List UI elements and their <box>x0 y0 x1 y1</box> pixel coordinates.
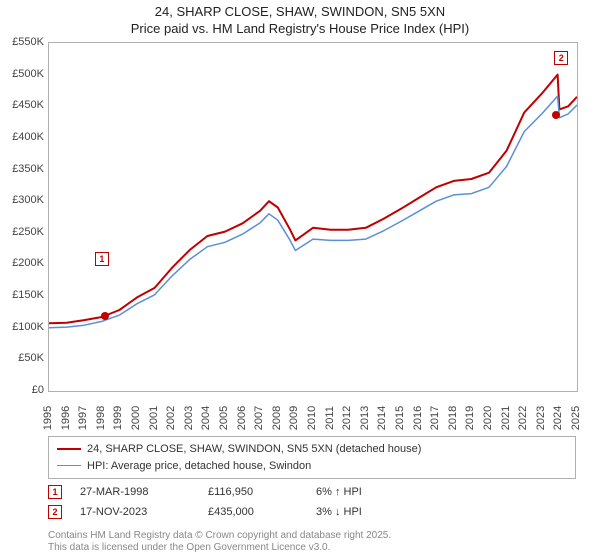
x-tick-label: 2002 <box>165 406 177 430</box>
x-tick-label: 1999 <box>112 406 124 430</box>
series-line <box>49 75 577 324</box>
x-tick-label: 2010 <box>306 406 318 430</box>
x-tick-label: 1996 <box>60 406 72 430</box>
chart-container: 24, SHARP CLOSE, SHAW, SWINDON, SN5 5XN … <box>0 0 600 560</box>
sales-row-date: 27-MAR-1998 <box>80 486 190 498</box>
x-tick-label: 2025 <box>570 406 582 430</box>
x-tick-label: 2018 <box>447 406 459 430</box>
x-tick-label: 2021 <box>500 406 512 430</box>
y-tick-label: £400K <box>4 131 44 143</box>
x-tick-label: 2016 <box>412 406 424 430</box>
x-tick-label: 1998 <box>95 406 107 430</box>
sale-marker-label: 2 <box>554 51 568 65</box>
x-tick-label: 2023 <box>535 406 547 430</box>
plot-area: 12 <box>48 42 576 390</box>
legend-item: HPI: Average price, detached house, Swin… <box>57 458 567 475</box>
x-tick-label: 2011 <box>324 406 336 430</box>
x-tick-label: 2008 <box>271 406 283 430</box>
x-tick-label: 2015 <box>394 406 406 430</box>
x-tick-label: 2024 <box>552 406 564 430</box>
y-tick-label: £150K <box>4 289 44 301</box>
x-tick-label: 2019 <box>464 406 476 430</box>
title-address: 24, SHARP CLOSE, SHAW, SWINDON, SN5 5XN <box>0 4 600 21</box>
footer-line-2: This data is licensed under the Open Gov… <box>48 542 576 554</box>
y-tick-label: £250K <box>4 226 44 238</box>
y-tick-label: £50K <box>4 352 44 364</box>
x-tick-label: 2006 <box>236 406 248 430</box>
x-tick-label: 2005 <box>218 406 230 430</box>
sales-row-price: £116,950 <box>208 486 298 498</box>
x-tick-label: 2003 <box>183 406 195 430</box>
sales-row: 1 27-MAR-1998 £116,950 6% ↑ HPI <box>48 482 576 502</box>
sales-row: 2 17-NOV-2023 £435,000 3% ↓ HPI <box>48 502 576 522</box>
y-tick-label: £300K <box>4 194 44 206</box>
legend-label: HPI: Average price, detached house, Swin… <box>87 458 311 475</box>
line-chart-svg <box>49 43 577 391</box>
sales-row-date: 17-NOV-2023 <box>80 506 190 518</box>
legend-box: 24, SHARP CLOSE, SHAW, SWINDON, SN5 5XN … <box>48 436 576 479</box>
footer-line-1: Contains HM Land Registry data © Crown c… <box>48 530 576 542</box>
title-subtitle: Price paid vs. HM Land Registry's House … <box>0 21 600 38</box>
x-tick-label: 2012 <box>341 406 353 430</box>
sales-table: 1 27-MAR-1998 £116,950 6% ↑ HPI 2 17-NOV-2023… <box>48 482 576 522</box>
y-tick-label: £100K <box>4 321 44 333</box>
x-tick-label: 2014 <box>376 406 388 430</box>
x-tick-label: 1995 <box>42 406 54 430</box>
legend-item: 24, SHARP CLOSE, SHAW, SWINDON, SN5 5XN … <box>57 441 567 458</box>
sales-row-marker: 1 <box>48 485 62 499</box>
title-block: 24, SHARP CLOSE, SHAW, SWINDON, SN5 5XN … <box>0 0 600 38</box>
y-tick-label: £550K <box>4 36 44 48</box>
y-tick-label: £200K <box>4 257 44 269</box>
x-tick-label: 2004 <box>200 406 212 430</box>
sale-marker-dot <box>552 111 560 119</box>
y-tick-label: £500K <box>4 68 44 80</box>
sales-row-marker: 2 <box>48 505 62 519</box>
x-tick-label: 2022 <box>517 406 529 430</box>
x-tick-label: 2020 <box>482 406 494 430</box>
x-tick-label: 2013 <box>359 406 371 430</box>
legend-label: 24, SHARP CLOSE, SHAW, SWINDON, SN5 5XN … <box>87 441 421 458</box>
sales-row-delta: 3% ↓ HPI <box>316 506 406 518</box>
x-tick-label: 2000 <box>130 406 142 430</box>
x-tick-label: 1997 <box>77 406 89 430</box>
y-tick-label: £0 <box>4 384 44 396</box>
legend-swatch <box>57 465 81 466</box>
x-tick-label: 2009 <box>288 406 300 430</box>
attribution-footer: Contains HM Land Registry data © Crown c… <box>48 530 576 554</box>
sale-marker-label: 1 <box>95 252 109 266</box>
x-tick-label: 2017 <box>429 406 441 430</box>
y-tick-label: £350K <box>4 163 44 175</box>
series-line <box>49 96 577 328</box>
sale-marker-dot <box>101 312 109 320</box>
y-tick-label: £450K <box>4 99 44 111</box>
plot-background <box>48 42 578 392</box>
x-tick-label: 2007 <box>253 406 265 430</box>
sales-row-price: £435,000 <box>208 506 298 518</box>
legend-swatch <box>57 448 81 450</box>
sales-row-delta: 6% ↑ HPI <box>316 486 406 498</box>
x-tick-label: 2001 <box>148 406 160 430</box>
